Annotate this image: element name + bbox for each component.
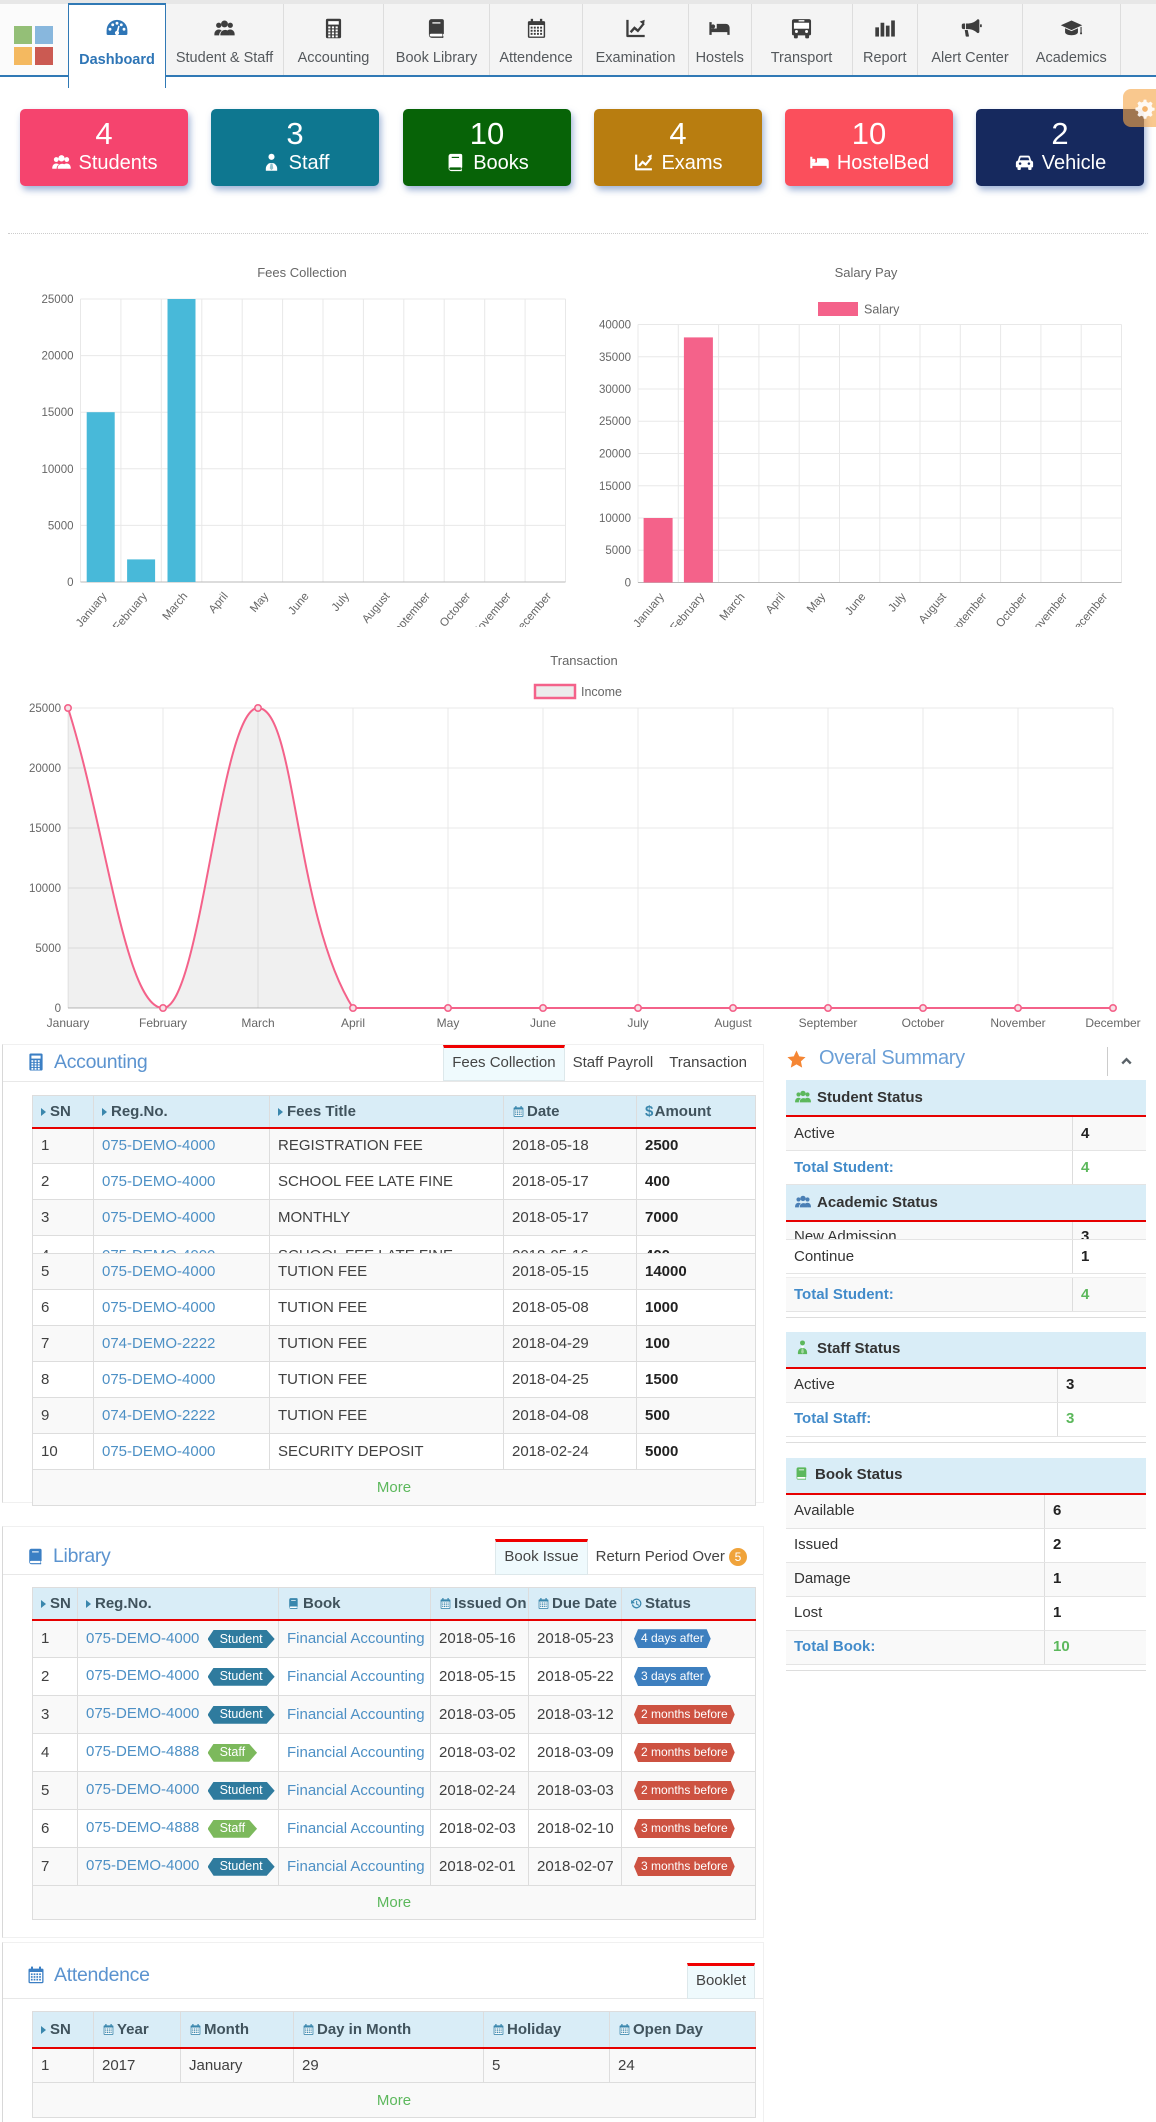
svg-text:10000: 10000: [29, 883, 61, 895]
svg-text:25000: 25000: [42, 294, 74, 306]
svg-text:September: September: [944, 591, 989, 627]
svg-text:November: November: [1027, 591, 1070, 627]
svg-text:July: July: [886, 591, 908, 615]
svg-text:September: September: [387, 590, 432, 627]
svg-text:Income: Income: [581, 685, 622, 699]
svg-text:July: July: [330, 590, 352, 614]
svg-text:May: May: [805, 591, 828, 616]
svg-text:March: March: [241, 1016, 274, 1030]
svg-text:October: October: [902, 1016, 945, 1030]
svg-text:August: August: [714, 1016, 752, 1030]
svg-text:Fees Collection: Fees Collection: [257, 265, 347, 280]
svg-text:November: November: [990, 1016, 1045, 1030]
svg-text:5000: 5000: [605, 545, 631, 557]
svg-text:April: April: [341, 1016, 365, 1030]
svg-text:December: December: [1067, 591, 1110, 627]
svg-text:March: March: [161, 591, 191, 623]
svg-text:July: July: [627, 1016, 648, 1030]
svg-text:September: September: [799, 1016, 858, 1030]
svg-text:February: February: [668, 591, 707, 627]
svg-text:Transaction: Transaction: [550, 653, 617, 668]
svg-text:December: December: [511, 590, 554, 627]
svg-text:30000: 30000: [599, 384, 631, 396]
svg-text:February: February: [111, 590, 150, 627]
svg-text:10000: 10000: [42, 464, 74, 476]
svg-text:25000: 25000: [599, 416, 631, 428]
svg-text:15000: 15000: [42, 407, 74, 419]
svg-text:January: January: [631, 591, 667, 627]
svg-text:0: 0: [67, 577, 73, 589]
svg-text:February: February: [139, 1016, 187, 1030]
svg-text:April: April: [207, 591, 231, 616]
svg-text:40000: 40000: [599, 320, 631, 332]
svg-text:0: 0: [55, 1003, 61, 1015]
svg-text:May: May: [248, 590, 271, 615]
svg-text:November: November: [470, 590, 513, 627]
svg-text:5000: 5000: [35, 943, 61, 955]
svg-text:January: January: [74, 590, 110, 627]
svg-text:35000: 35000: [599, 352, 631, 364]
svg-text:25000: 25000: [29, 703, 61, 715]
svg-text:20000: 20000: [599, 449, 631, 461]
svg-text:August: August: [917, 590, 950, 626]
svg-text:0: 0: [625, 578, 631, 590]
svg-text:June: June: [530, 1016, 556, 1030]
svg-text:January: January: [47, 1016, 90, 1030]
svg-text:20000: 20000: [42, 351, 74, 363]
svg-text:October: October: [438, 590, 474, 627]
svg-text:Salary Pay: Salary Pay: [835, 265, 898, 280]
svg-text:August: August: [360, 590, 393, 626]
svg-text:April: April: [764, 591, 788, 616]
svg-text:October: October: [994, 591, 1030, 627]
svg-text:June: June: [843, 591, 868, 618]
svg-text:10000: 10000: [599, 513, 631, 525]
svg-text:5000: 5000: [48, 520, 74, 532]
svg-text:March: March: [718, 591, 748, 623]
svg-text:15000: 15000: [29, 823, 61, 835]
svg-text:December: December: [1085, 1016, 1140, 1030]
svg-text:15000: 15000: [599, 481, 631, 493]
svg-text:20000: 20000: [29, 763, 61, 775]
svg-text:Salary: Salary: [864, 303, 900, 317]
svg-text:June: June: [286, 591, 311, 618]
svg-text:May: May: [437, 1016, 460, 1030]
